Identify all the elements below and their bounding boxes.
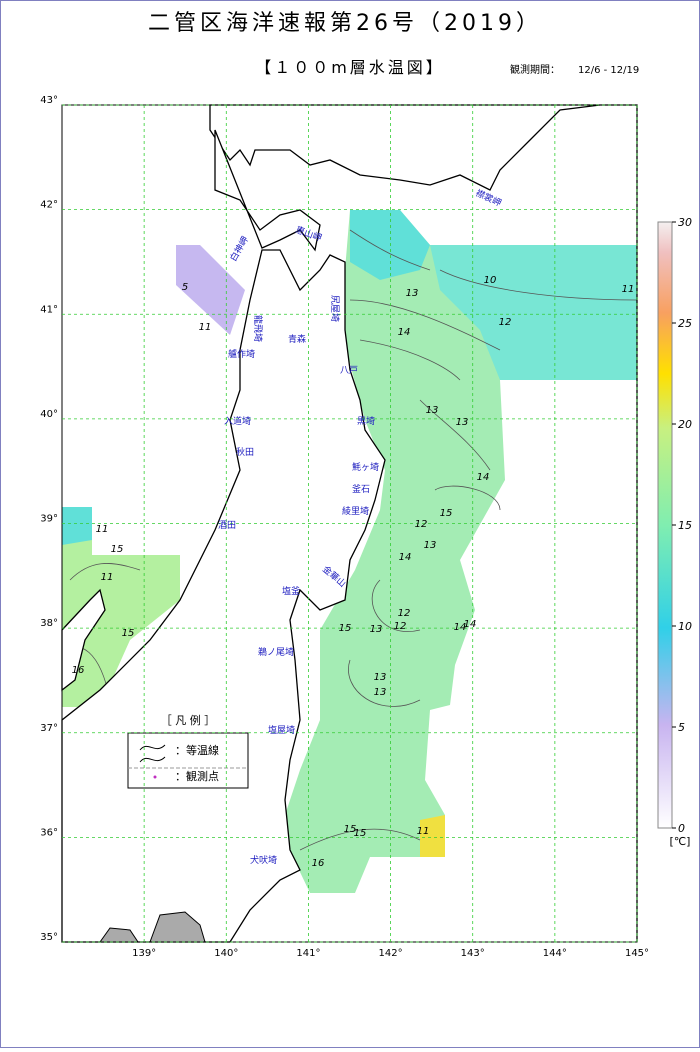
- place-name: 青森: [288, 333, 306, 345]
- title: 二管区海洋速報第26号（2019）: [148, 11, 542, 36]
- contour-label: 13: [370, 624, 383, 635]
- contour-label: 11: [622, 284, 635, 295]
- place-name: 八戸: [340, 365, 358, 376]
- lat-tick-label: 40°: [40, 409, 58, 420]
- place-name: 龍飛埼: [252, 315, 264, 342]
- sea-temp-area: [62, 507, 180, 707]
- colorbar-tick-label: 15: [678, 519, 692, 532]
- lat-tick-label: 39°: [40, 514, 58, 525]
- lon-tick-label: 139°: [132, 948, 156, 959]
- colorbar-unit: [℃]: [670, 835, 691, 848]
- contour-label: 16: [312, 858, 325, 869]
- place-name: 釜石: [352, 483, 370, 495]
- lat-tick-label: 38°: [40, 618, 58, 629]
- place-name: 犬吠埼: [250, 854, 277, 866]
- lat-tick-label: 35°: [40, 932, 58, 943]
- isotherm: [61, 229, 638, 851]
- place-name: 尻屋埼: [329, 295, 341, 322]
- lat-tick-label: 36°: [40, 827, 58, 838]
- contour-label: 13: [374, 687, 387, 698]
- colorbar: [657, 221, 673, 829]
- lon-tick-label: 144°: [543, 948, 567, 959]
- place-name: 酒田: [218, 520, 236, 531]
- contour-label: 13: [424, 540, 437, 551]
- contour-label: 13: [406, 288, 419, 299]
- period-label: 観測期間：: [510, 63, 560, 76]
- sea-temp-area: [430, 245, 637, 380]
- contour-label: 11: [96, 524, 109, 535]
- contour-label: 11: [417, 826, 430, 837]
- contour-label: 15: [122, 628, 135, 639]
- lon-tick-label: 140°: [214, 948, 238, 959]
- lon-tick-label: 145°: [625, 948, 649, 959]
- lat-tick-label: 37°: [40, 723, 58, 734]
- contour-label: 13: [374, 672, 387, 683]
- contour-label: 11: [101, 572, 114, 583]
- colorbar-tick-label: 30: [678, 216, 692, 229]
- lon-tick-label: 143°: [461, 948, 485, 959]
- lat-tick-label: 43°: [40, 95, 58, 106]
- legend-station-icon: [153, 775, 157, 779]
- place-name: 鵜ノ尾埼: [258, 646, 294, 658]
- contour-label: 14: [399, 552, 412, 563]
- colorbar-tick-label: 5: [678, 721, 685, 734]
- place-name: 塩屋埼: [268, 724, 295, 736]
- contour-label: 12: [394, 621, 407, 632]
- legend-iso-icon: [139, 744, 166, 763]
- legend-title: ［ 凡 例 ］: [161, 713, 216, 727]
- contour-label: 12: [499, 317, 512, 328]
- contour-label: 12: [415, 519, 428, 530]
- place-name: 入道埼: [224, 415, 251, 427]
- period: 12/6 - 12/19: [578, 65, 639, 76]
- sea-temp-area: [62, 507, 92, 545]
- contour-label: 5: [182, 282, 188, 293]
- legend: ［ 凡 例 ］ ：等温線 ：観測点: [127, 713, 249, 789]
- sea-temp-area: [176, 245, 245, 335]
- place-name: 艫作埼: [228, 348, 255, 360]
- coastline-sado: [61, 588, 106, 692]
- sea-temp-area: [280, 210, 637, 893]
- place-name: 黒埼: [357, 415, 375, 427]
- contour-label: 10: [484, 275, 497, 286]
- contour-label: 14: [477, 472, 490, 483]
- lat-tick-label: 42°: [40, 200, 58, 211]
- colorbar-tick-label: 25: [678, 317, 692, 330]
- lat-tick-label: 41°: [40, 304, 58, 315]
- coastline-oshima: [214, 129, 321, 252]
- colorbar-tick-label: 0: [678, 822, 685, 835]
- contour-label: 13: [456, 417, 469, 428]
- contour-label: 15: [440, 508, 453, 519]
- lon-tick-label: 142°: [379, 948, 403, 959]
- contour-label: 11: [199, 322, 212, 333]
- legend-isotherm: ：等温線: [175, 743, 219, 757]
- place-name: 塩釜: [282, 585, 300, 597]
- place-name: 秋田: [236, 446, 254, 458]
- place-name: 綾里埼: [342, 505, 369, 517]
- contour-label: 15: [344, 824, 357, 835]
- legend-station: ：観測点: [175, 769, 219, 783]
- contour-label: 13: [426, 405, 439, 416]
- contour-label: 14: [398, 327, 411, 338]
- legend-box: [127, 732, 249, 789]
- sea-temp-area: [420, 815, 445, 857]
- colorbar-tick-label: 20: [678, 418, 692, 431]
- lon-tick-label: 141°: [296, 948, 320, 959]
- contour-label: 12: [398, 608, 411, 619]
- contour-label: 15: [111, 544, 124, 555]
- place-name: 魹ヶ埼: [352, 461, 379, 473]
- colorbar-tick-label: 10: [678, 620, 692, 633]
- contour-label: 16: [72, 665, 85, 676]
- contour-label: 14: [454, 622, 467, 633]
- contour-label: 14: [464, 619, 477, 630]
- contour-label: 15: [339, 623, 352, 634]
- subtitle: 【１００m層水温図】: [255, 58, 445, 77]
- contour-label: 15: [354, 828, 367, 839]
